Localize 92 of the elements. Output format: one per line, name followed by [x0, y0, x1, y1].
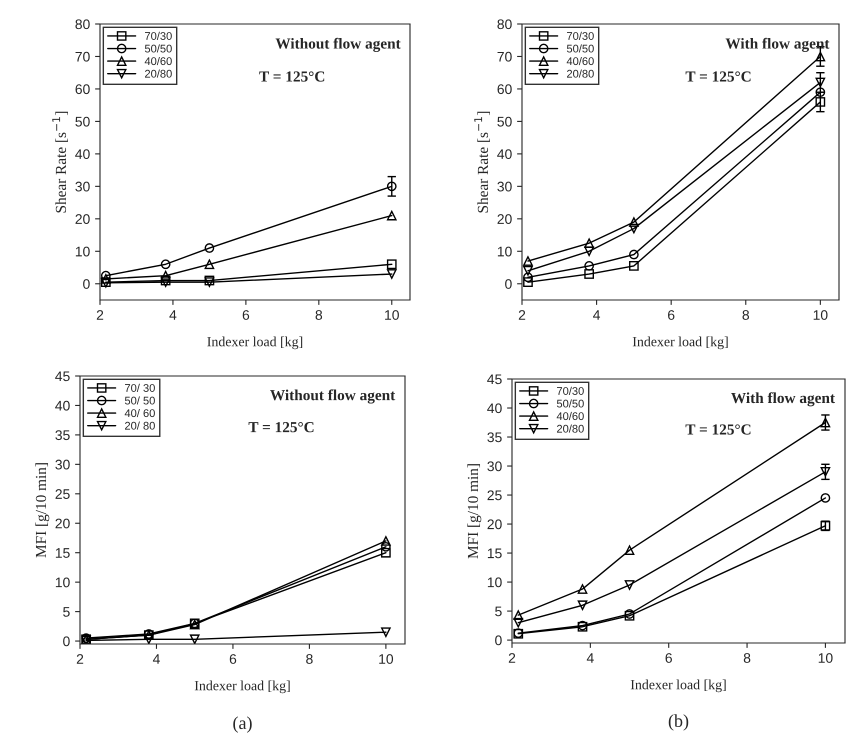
- y-tick-label: 30: [55, 460, 70, 470]
- y-tick-label: 80: [75, 19, 90, 30]
- x-tick-label: 10: [379, 654, 394, 664]
- y-tick-label: 10: [56, 577, 70, 588]
- y-tick-label: 10: [488, 577, 502, 588]
- y-tick-label: 15: [56, 548, 70, 558]
- x-tick-label: 10: [818, 653, 833, 663]
- x-tick-label: 10: [814, 310, 828, 320]
- annotation: With flow agent: [731, 392, 835, 406]
- y-tick-label: 0: [63, 636, 70, 646]
- legend-label: 20/80: [557, 424, 584, 433]
- legend-label: 20/ 80: [125, 422, 155, 430]
- legend-label: 70/30: [145, 32, 172, 40]
- y-tick-label: 20: [488, 519, 502, 530]
- y-tick-label: 40: [497, 149, 512, 160]
- y-tick-label: 30: [487, 461, 502, 472]
- x-tick-label: 2: [76, 654, 84, 664]
- y-tick-label: 20: [56, 518, 70, 528]
- x-axis-title: Indexer load [kg]: [207, 336, 302, 350]
- y-tick-label: 50: [75, 116, 90, 127]
- annotation: T = 125°C: [686, 71, 751, 82]
- y-tick-label: 70: [76, 52, 90, 62]
- legend-label: 40/60: [144, 56, 172, 66]
- y-tick-label: 10: [498, 246, 512, 256]
- legend-label: 20/80: [567, 70, 594, 78]
- x-tick-label: 8: [742, 310, 750, 320]
- y-tick-label: 50: [497, 116, 512, 127]
- legend-label: 40/60: [566, 56, 594, 66]
- y-axis-title: MFI [g/10 min]: [467, 464, 482, 559]
- annotation: Without flow agent: [276, 38, 401, 52]
- x-tick-label: 4: [169, 310, 176, 320]
- y-tick-label: 40: [75, 149, 90, 160]
- legend-label: 40/60: [556, 412, 584, 420]
- x-axis-title: Indexer load [kg]: [630, 680, 726, 692]
- annotation: T = 125°C: [248, 422, 314, 432]
- legend-label: 40/ 60: [124, 408, 155, 418]
- y-tick-label: 5: [63, 607, 70, 617]
- y-tick-label: 10: [76, 246, 90, 256]
- y-tick-label: 60: [76, 84, 90, 94]
- text: (a): [233, 716, 252, 733]
- legend-label: 50/50: [144, 44, 172, 53]
- y-tick-label: 0: [83, 279, 90, 289]
- y-tick-label: 70: [498, 52, 512, 62]
- y-tick-label: 60: [498, 84, 512, 94]
- x-tick-label: 6: [242, 310, 250, 320]
- y-axis-title: MFI [g/10 min]: [35, 463, 50, 558]
- x-tick-label: 2: [508, 653, 516, 663]
- y-tick-label: 35: [487, 432, 502, 442]
- text: (b): [668, 714, 688, 731]
- x-tick-label: 8: [306, 654, 313, 664]
- y-tick-label: 20: [76, 214, 90, 224]
- y-tick-label: 80: [497, 19, 512, 30]
- annotation: With flow agent: [726, 38, 830, 52]
- y-axis-title: Shear Rate [s$^{−1}$]: [474, 112, 490, 212]
- legend-label: 50/ 50: [124, 396, 155, 405]
- y-tick-label: 25: [56, 489, 70, 499]
- y-tick-label: 20: [498, 214, 512, 224]
- legend-label: 70/ 30: [125, 384, 155, 392]
- y-tick-label: 15: [488, 548, 502, 558]
- x-tick-label: 4: [593, 310, 600, 320]
- annotation: T = 125°C: [686, 424, 750, 435]
- y-axis-title: Shear Rate [s$^{−1}$]: [52, 112, 68, 212]
- x-tick-label: 10: [385, 310, 399, 320]
- y-tick-label: 45: [55, 371, 70, 382]
- legend-label: 20/80: [145, 70, 172, 78]
- y-tick-label: 30: [75, 182, 90, 192]
- x-tick-label: 4: [586, 653, 594, 663]
- x-axis-title: Indexer load [kg]: [632, 336, 728, 350]
- legend-label: 70/30: [567, 32, 594, 40]
- y-tick-label: 35: [55, 430, 70, 440]
- y-tick-label: 5: [495, 606, 502, 616]
- y-tick-label: 25: [488, 490, 502, 500]
- x-tick-label: 2: [96, 310, 104, 320]
- y-tick-label: 30: [497, 182, 512, 192]
- x-tick-label: 2: [518, 310, 526, 320]
- annotation: T = 125°C: [259, 71, 324, 82]
- y-tick-label: 45: [487, 374, 502, 384]
- legend-label: 50/50: [556, 399, 584, 408]
- x-axis-title: Indexer load [kg]: [194, 680, 290, 694]
- x-tick-label: 6: [230, 654, 236, 664]
- x-tick-label: 6: [666, 653, 672, 663]
- annotation: Without flow agent: [270, 389, 396, 404]
- x-tick-label: 8: [316, 310, 322, 320]
- y-tick-label: 0: [495, 635, 502, 646]
- x-tick-label: 4: [152, 654, 160, 664]
- y-tick-label: 40: [487, 403, 502, 414]
- legend-label: 70/30: [557, 386, 584, 395]
- y-tick-label: 0: [505, 279, 512, 289]
- x-tick-label: 8: [744, 653, 750, 663]
- y-tick-label: 40: [55, 400, 70, 411]
- legend-label: 50/50: [566, 44, 594, 53]
- x-tick-label: 6: [668, 310, 674, 320]
